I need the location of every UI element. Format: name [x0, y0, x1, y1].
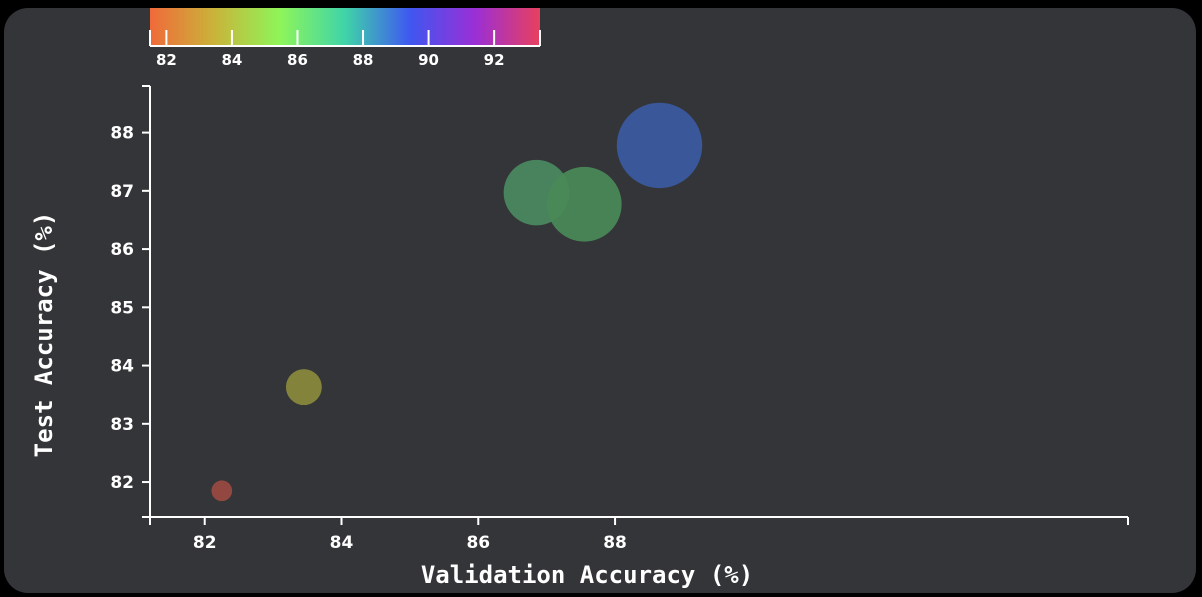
y-tick-label: 82 — [110, 473, 134, 493]
data-point — [616, 102, 703, 189]
colorbar-tick-label: 86 — [287, 51, 308, 69]
y-axis: 82 83 84 85 86 87 88 — [110, 85, 151, 518]
x-tick-label: 84 — [330, 533, 354, 553]
colorbar-tick-label: 90 — [418, 51, 439, 69]
chart-panel: 82 84 86 88 90 92 82 84 86 88 82 83 84 85 86 87 88 Val… — [4, 8, 1196, 593]
data-point — [285, 369, 322, 406]
data-point — [211, 480, 233, 502]
colorbar-tick-label: 84 — [221, 51, 242, 69]
x-axis-title: Validation Accuracy (%) — [421, 561, 753, 589]
colorbar-tick-label: 82 — [156, 51, 177, 69]
colorbar-gradient — [150, 8, 540, 46]
data-point — [546, 166, 622, 242]
y-tick-label: 86 — [110, 240, 134, 260]
colorbar-ticks: 82 84 86 88 90 92 — [149, 30, 541, 69]
colorbar: 82 84 86 88 90 92 — [149, 8, 541, 69]
y-tick-label: 84 — [110, 357, 134, 377]
scatter-chart: 82 84 86 88 90 92 82 84 86 88 82 83 84 85 86 87 88 Val… — [30, 8, 1129, 589]
colorbar-tick-label: 88 — [353, 51, 374, 69]
x-tick-label: 86 — [466, 533, 490, 553]
data-points — [211, 102, 703, 502]
y-tick-label: 88 — [110, 124, 134, 144]
y-tick-label: 85 — [110, 298, 134, 318]
y-axis-title: Test Accuracy (%) — [30, 212, 58, 458]
y-tick-label: 87 — [110, 182, 134, 202]
y-tick-label: 83 — [110, 415, 134, 435]
colorbar-tick-label: 92 — [484, 51, 505, 69]
x-tick-label: 82 — [193, 533, 217, 553]
x-axis: 82 84 86 88 — [149, 516, 1129, 553]
x-tick-label: 88 — [603, 533, 627, 553]
